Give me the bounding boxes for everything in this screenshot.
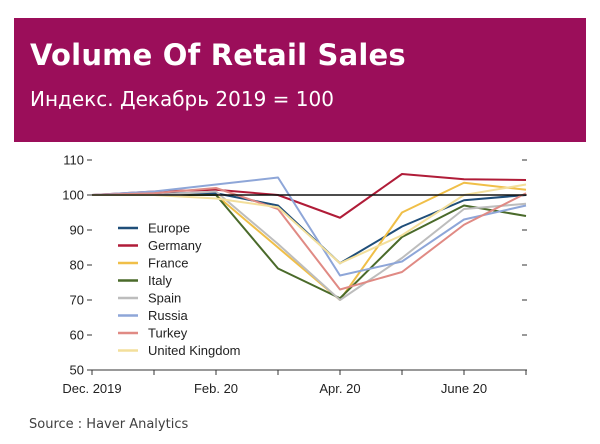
source-note: Source : Haver Analytics — [29, 417, 189, 432]
x-tick-label: June 20 — [441, 381, 487, 396]
chart-subtitle: Индекс. Декабрь 2019 = 100 — [30, 87, 334, 111]
y-tick-label-100: 100 — [62, 188, 84, 203]
y-tick-label-70: 70 — [70, 293, 84, 308]
y-tick-label-50: 50 — [70, 363, 84, 378]
y-tick-label-90: 90 — [70, 223, 84, 238]
x-tick-label: Feb. 20 — [194, 381, 238, 396]
legend-label: Italy — [148, 273, 172, 288]
legend-label: Turkey — [148, 326, 188, 341]
legend-label: France — [148, 256, 188, 271]
x-tick-label: Dec. 2019 — [62, 381, 121, 396]
legend-label: United Kingdom — [148, 343, 241, 358]
x-tick-label: Apr. 20 — [319, 381, 360, 396]
legend-label: Spain — [148, 291, 181, 306]
series-line-turkey — [91, 187, 527, 291]
legend-label: Germany — [148, 238, 202, 253]
y-tick-label-60: 60 — [70, 328, 84, 343]
legend-label: Europe — [148, 221, 190, 236]
series-line-russia — [91, 176, 527, 277]
header-banner: Volume Of Retail Sales Индекс. Декабрь 2… — [14, 18, 586, 142]
chart-title: Volume Of Retail Sales — [30, 38, 406, 72]
legend-label: Russia — [148, 308, 189, 323]
y-tick-label-80: 80 — [70, 258, 84, 273]
line-chart: 50 60 70 80 90 100 110 Dec. 2019 Feb. 20 Apr. 20 J… — [62, 153, 527, 396]
y-tick-label-110: 110 — [63, 153, 84, 168]
